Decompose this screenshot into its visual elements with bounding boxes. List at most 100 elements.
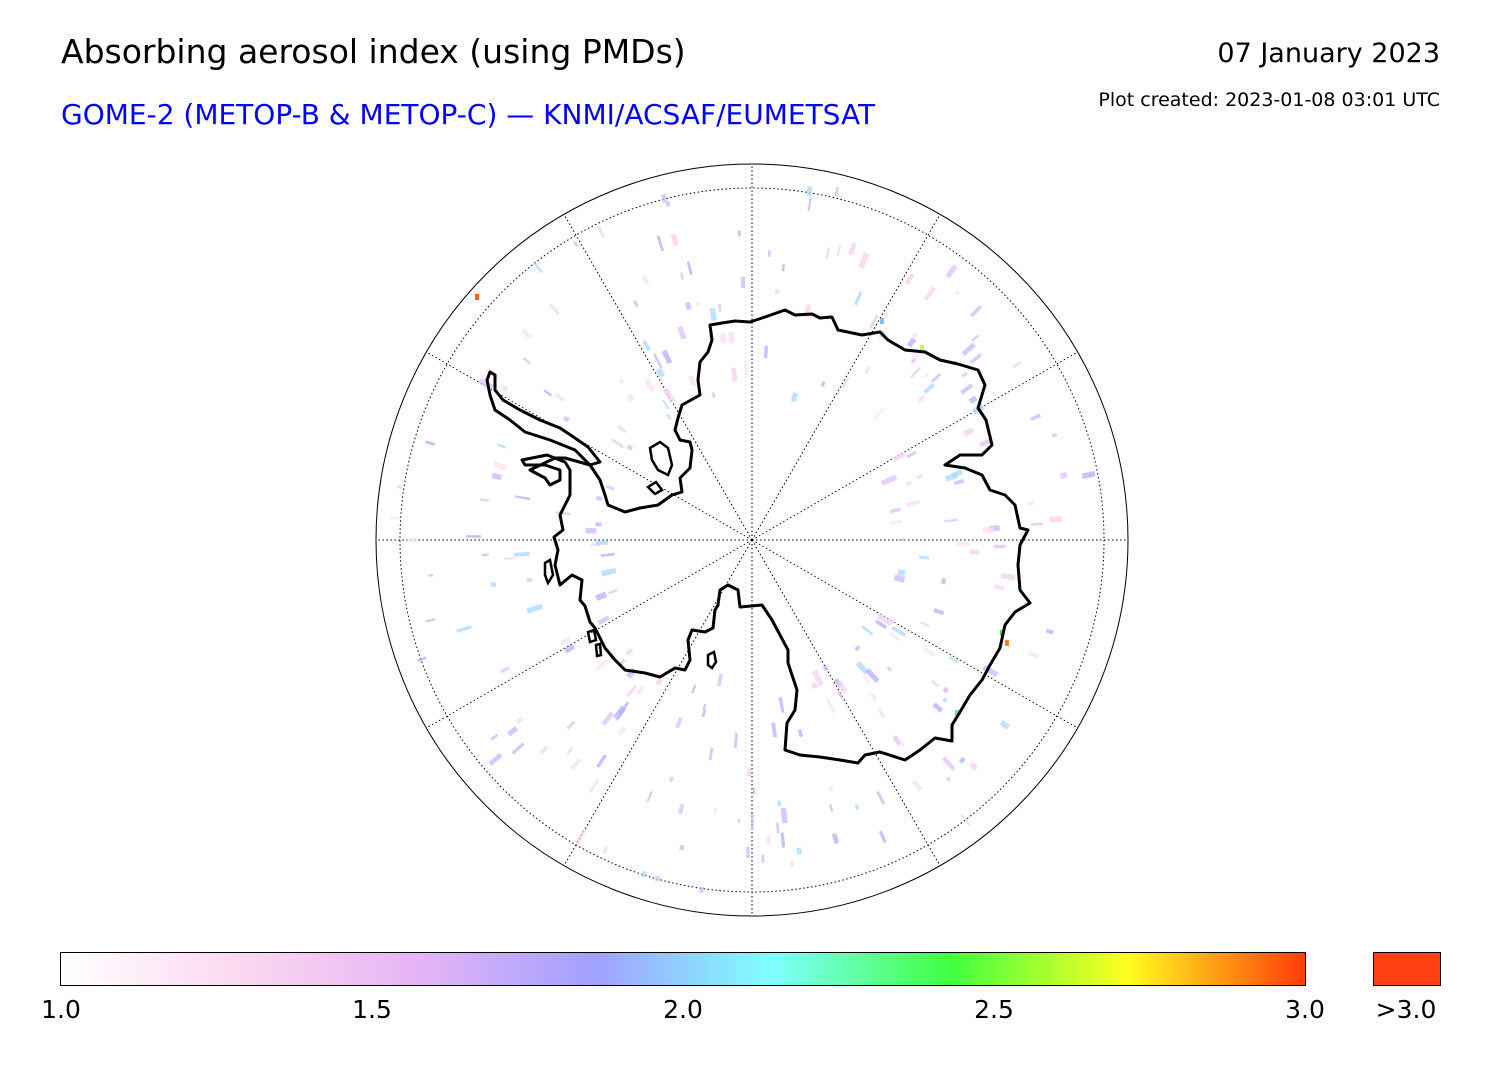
aerosol-speck bbox=[679, 844, 685, 851]
aerosol-data-layer bbox=[390, 186, 1096, 894]
aerosol-speck bbox=[626, 444, 634, 452]
aerosol-speck bbox=[923, 647, 936, 657]
aerosol-speck bbox=[761, 854, 765, 863]
aerosol-speck bbox=[899, 740, 906, 748]
aerosol-speck bbox=[636, 685, 645, 696]
aerosol-speck bbox=[554, 392, 566, 402]
aerosol-speck bbox=[595, 540, 609, 546]
aerosol-speck bbox=[679, 272, 684, 280]
aerosol-speck bbox=[675, 716, 683, 729]
aerosol-speck bbox=[644, 378, 656, 392]
aerosol-speck bbox=[961, 371, 968, 378]
meridian-line bbox=[426, 351, 753, 541]
aerosol-speck bbox=[876, 791, 886, 805]
aerosol-speck bbox=[854, 803, 860, 810]
aerosol-speck bbox=[481, 553, 489, 557]
aerosol-speck bbox=[515, 495, 531, 501]
aerosol-speck bbox=[716, 673, 724, 687]
aerosol-speck bbox=[968, 395, 978, 404]
aerosol-speck bbox=[861, 625, 874, 636]
aerosol-speck bbox=[490, 733, 499, 741]
aerosol-speck bbox=[654, 875, 661, 882]
aerosol-speck bbox=[666, 413, 672, 420]
aerosol-speck bbox=[831, 833, 840, 845]
meridian-line bbox=[563, 214, 753, 541]
aerosol-speck bbox=[655, 367, 666, 379]
aerosol-speck bbox=[916, 473, 924, 480]
aerosol-speck bbox=[820, 381, 826, 387]
aerosol-speck bbox=[953, 478, 965, 486]
aerosol-speck bbox=[806, 186, 813, 197]
aerosol-speck bbox=[566, 720, 576, 730]
aerosol-speck bbox=[573, 240, 579, 248]
island-east-of-peninsula bbox=[648, 440, 674, 477]
aerosol-speck bbox=[771, 722, 777, 738]
aerosol-speck bbox=[656, 235, 665, 252]
meridian-line bbox=[751, 539, 1078, 729]
aerosol-speck bbox=[570, 757, 582, 771]
aerosol-speck bbox=[575, 828, 587, 844]
aerosol-speck bbox=[931, 372, 942, 383]
aerosol-speck bbox=[1027, 651, 1040, 659]
aerosol-speck bbox=[870, 692, 878, 702]
aerosol-speck bbox=[853, 291, 863, 306]
aerosol-speck bbox=[971, 334, 980, 342]
aerosol-speck bbox=[662, 399, 670, 410]
aerosol-speck bbox=[919, 621, 931, 628]
aerosol-speck bbox=[923, 372, 930, 379]
aerosol-speck bbox=[737, 818, 741, 823]
aerosol-speck bbox=[665, 200, 671, 207]
aerosol-speck bbox=[456, 625, 472, 633]
aerosol-speck bbox=[618, 378, 625, 385]
aerosol-speck bbox=[906, 451, 917, 459]
aerosol-speck bbox=[702, 703, 707, 711]
aerosol-speck bbox=[837, 691, 844, 699]
aerosol-speck bbox=[941, 578, 947, 585]
aerosol-speck bbox=[566, 746, 574, 755]
aerosol-speck bbox=[944, 518, 959, 523]
aerosol-speck bbox=[910, 358, 916, 364]
aerosol-speck bbox=[945, 776, 952, 782]
aerosol-speck bbox=[1059, 471, 1068, 479]
aerosol-speck bbox=[596, 754, 607, 769]
aerosol-speck bbox=[691, 684, 697, 694]
aerosol-speck bbox=[490, 581, 497, 588]
aerosol-speck bbox=[878, 830, 887, 844]
aerosol-speck bbox=[982, 664, 999, 678]
colorbar-tick-label: 2.0 bbox=[663, 995, 703, 1024]
aerosol-speck bbox=[828, 786, 834, 792]
aerosol-speck bbox=[836, 680, 848, 694]
aerosol-speck bbox=[601, 711, 615, 726]
aerosol-speck bbox=[564, 643, 575, 654]
aerosol-speck bbox=[955, 542, 970, 546]
plot-created-label: Plot created: 2023-01-08 03:01 UTC bbox=[1098, 89, 1440, 111]
aerosol-speck bbox=[625, 648, 634, 656]
date-label: 07 January 2023 bbox=[1217, 38, 1440, 69]
aerosol-speck bbox=[526, 577, 533, 583]
aerosol-speck bbox=[677, 325, 687, 340]
aerosol-speck bbox=[717, 303, 722, 312]
aerosol-speck bbox=[595, 522, 602, 527]
island-south-ross bbox=[706, 650, 718, 670]
aerosol-speck bbox=[602, 846, 608, 855]
aerosol-speck bbox=[746, 846, 750, 858]
aerosol-speck bbox=[796, 847, 802, 855]
aerosol-speck bbox=[511, 742, 525, 755]
aerosol-speck bbox=[500, 666, 510, 674]
aerosol-speck bbox=[740, 276, 746, 289]
aerosol-speck bbox=[888, 632, 901, 642]
aerosol-speck bbox=[632, 299, 639, 308]
aerosol-speck bbox=[390, 516, 400, 520]
aerosol-speck bbox=[701, 709, 707, 718]
aerosol-speck bbox=[1081, 471, 1096, 479]
aerosol-speck bbox=[824, 247, 831, 259]
aerosol-speck bbox=[910, 366, 922, 379]
aerosol-speck bbox=[994, 544, 1006, 549]
colorbar bbox=[60, 952, 1306, 986]
island-west-3 bbox=[594, 642, 603, 658]
aerosol-speck bbox=[810, 681, 819, 690]
aerosol-speck bbox=[1026, 501, 1034, 506]
aerosol-speck bbox=[889, 507, 901, 514]
aerosol-speck bbox=[955, 290, 960, 296]
aerosol-speck bbox=[778, 696, 785, 714]
